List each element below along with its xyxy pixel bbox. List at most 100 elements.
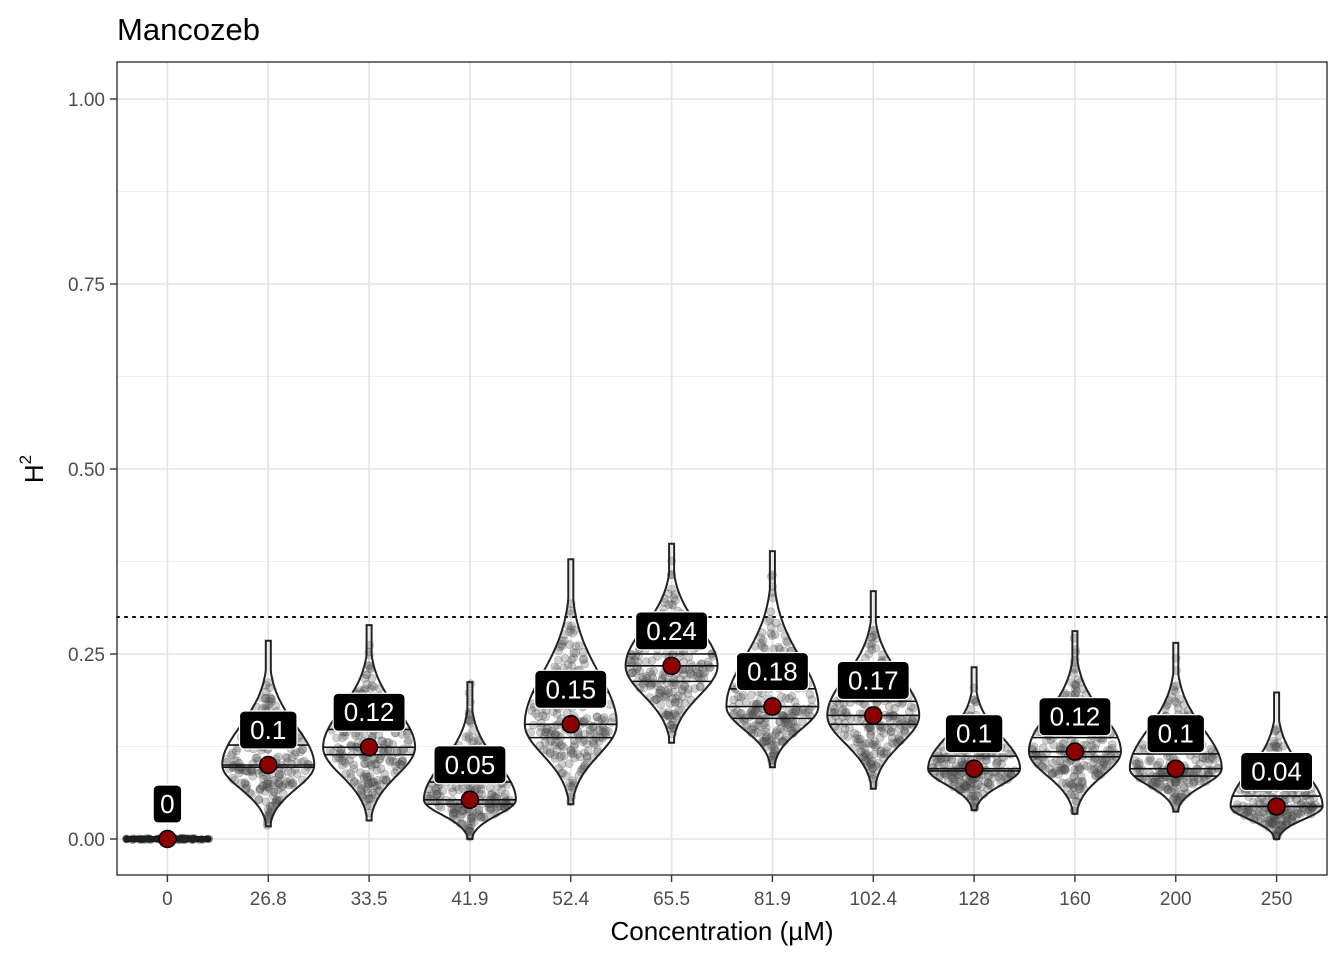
jitter-point [371, 759, 381, 769]
jitter-point [271, 701, 281, 711]
y-axis-title: H2 [16, 455, 49, 483]
jitter-point [1098, 754, 1108, 763]
jitter-point [369, 682, 379, 691]
jitter-point [335, 753, 345, 763]
jitter-point [746, 690, 756, 700]
median-point [460, 790, 480, 810]
jitter-point [269, 787, 279, 797]
jitter-point [274, 780, 284, 789]
label-badge: 0.1 [944, 714, 1004, 754]
jitter-point [362, 680, 372, 689]
jitter-point [275, 770, 285, 780]
jitter-point [234, 768, 244, 778]
jitter-point [661, 693, 670, 702]
jitter-point [263, 777, 273, 787]
jitter-point [205, 834, 214, 843]
jitter-point [1070, 771, 1079, 781]
jitter-point [1056, 766, 1066, 775]
jitter-point [128, 834, 137, 843]
jitter-point [259, 774, 268, 784]
jitter-point [579, 718, 589, 727]
jitter-point [264, 696, 274, 706]
jitter-point [1188, 779, 1198, 789]
jitter-point [366, 794, 375, 804]
jitter-point [372, 766, 382, 775]
jitter-point [992, 759, 1002, 768]
jitter-point [686, 668, 696, 677]
jitter-point [258, 781, 267, 791]
jitter-point [361, 769, 371, 779]
jitter-point [274, 778, 284, 787]
jitter-point [805, 689, 815, 699]
jitter-point [554, 655, 563, 665]
jitter-point [269, 787, 279, 797]
jitter-point [384, 755, 394, 765]
jitter-point [674, 705, 684, 715]
jitter-point [447, 783, 456, 793]
jitter-point [255, 786, 265, 795]
jitter-point [332, 733, 341, 743]
jitter-point [287, 767, 297, 777]
jitter-point [267, 802, 277, 812]
jitter-point [398, 756, 408, 766]
label-badge: 0.1 [1146, 714, 1206, 754]
jitter-point [557, 751, 566, 760]
jitter-point [349, 760, 359, 770]
jitter-point [351, 731, 361, 741]
y-tick-label: 1.00 [68, 90, 105, 111]
jitter-point [548, 707, 558, 717]
jitter-point [527, 706, 537, 716]
jitter-point [380, 769, 390, 779]
jitter-point [384, 738, 394, 747]
jitter-point [1038, 743, 1048, 753]
jitter-point [750, 707, 760, 717]
jitter-point [292, 769, 302, 779]
jitter-point [370, 759, 380, 769]
jitter-point [542, 724, 552, 734]
jitter-point [363, 758, 373, 768]
label-badge-text: 0.05 [445, 750, 496, 780]
jitter-point [180, 835, 189, 844]
jitter-point [367, 788, 377, 798]
jitter-point [864, 649, 874, 659]
jitter-point [242, 780, 252, 790]
jitter-point [1171, 781, 1181, 791]
jitter-point [1259, 807, 1268, 817]
jitter-point [737, 709, 746, 719]
jitter-point [288, 780, 298, 790]
jitter-point [266, 694, 276, 704]
jitter-point [864, 738, 874, 748]
jitter-point [346, 772, 356, 782]
jitter-point [684, 684, 693, 694]
jitter-point [273, 779, 283, 789]
jitter-point [664, 600, 674, 610]
violin-outline [221, 639, 316, 828]
jitter-point [668, 720, 677, 730]
jitter-point [388, 756, 398, 766]
jitter-point [569, 648, 579, 657]
median-point [259, 755, 278, 775]
jitter-point [265, 693, 275, 702]
jitter-point [356, 784, 366, 794]
jitter-point [1145, 753, 1155, 763]
jitter-point [1270, 820, 1280, 829]
jitter-point [276, 782, 286, 792]
jitter-point [262, 782, 272, 791]
label-badge-text: 0.1 [250, 715, 286, 745]
jitter-point [188, 835, 197, 844]
jitter-point [867, 764, 877, 773]
label-badge-text: 0.1 [1158, 719, 1194, 749]
jitter-point [356, 786, 366, 796]
jitter-point [404, 735, 414, 745]
jitter-point [738, 690, 748, 700]
y-tick-label: 0.50 [68, 460, 105, 481]
median-point [158, 829, 177, 849]
jitter-point [767, 631, 777, 641]
jitter-point [382, 737, 392, 747]
x-tick-label: 26.8 [250, 889, 287, 910]
jitter-point [941, 752, 951, 762]
y-tick-label: 0.75 [68, 275, 105, 296]
jitter-point [346, 769, 355, 778]
jitter-point [265, 780, 275, 789]
